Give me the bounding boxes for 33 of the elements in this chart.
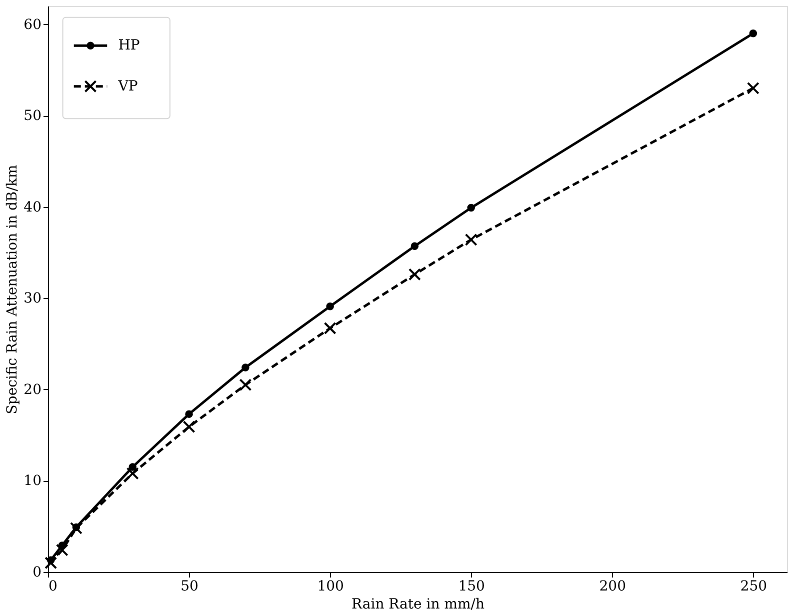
- point: [746, 82, 760, 94]
- point: [324, 322, 336, 334]
- point: [56, 544, 68, 556]
- y-tick-label: 10: [24, 473, 42, 490]
- point: [185, 410, 193, 418]
- point: [239, 378, 252, 392]
- legend-label: HP: [118, 38, 140, 54]
- y-tick-label: 20: [24, 382, 42, 398]
- x-axis-title: Rain Rate in mm/h: [352, 596, 484, 612]
- point: [464, 233, 478, 246]
- point: [44, 556, 58, 570]
- point: [326, 302, 334, 310]
- x-tick-label: 250: [740, 578, 768, 594]
- point: [242, 364, 250, 372]
- y-tick-label: 0: [32, 564, 42, 580]
- point: [749, 30, 758, 38]
- x-tick-label: 0: [48, 578, 58, 594]
- point: [467, 204, 475, 212]
- x-tick-label: 150: [458, 578, 485, 594]
- point: [410, 242, 419, 250]
- y-tick-label: 40: [24, 199, 42, 216]
- point: [408, 268, 421, 281]
- point: [182, 420, 196, 434]
- y-tick-label: 60: [24, 16, 42, 33]
- y-tick-label: 50: [24, 108, 42, 124]
- y-tick-label: 30: [24, 290, 42, 307]
- point: [128, 463, 136, 471]
- x-tick-label: 50: [180, 578, 198, 594]
- point: [126, 467, 139, 480]
- x-tick-label: 200: [599, 578, 626, 594]
- x-tick-label: 100: [317, 578, 344, 594]
- legend-label: VP: [117, 78, 138, 94]
- y-axis-title: Specific Rain Attenuation in dB/km: [4, 164, 21, 414]
